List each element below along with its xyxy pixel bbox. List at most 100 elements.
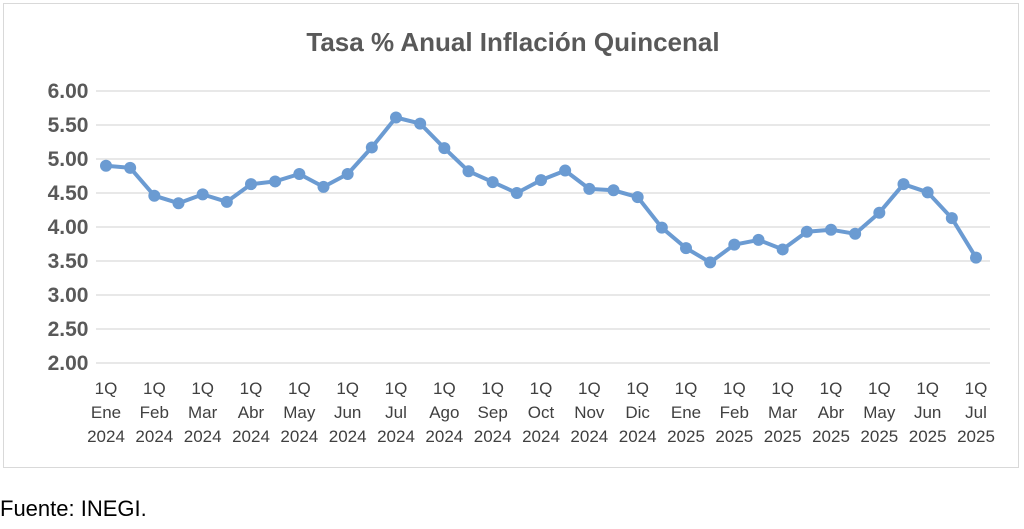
- x-tick-label-line: 2024: [425, 427, 463, 446]
- data-point: [655, 221, 668, 234]
- x-tick-label: 1Q Mar 2025: [764, 379, 802, 446]
- x-tick-label-line: Sep: [478, 403, 508, 422]
- x-tick-label-line: 1Q: [723, 379, 746, 398]
- x-tick-label-line: 1Q: [481, 379, 504, 398]
- x-tick-label-line: 2024: [570, 427, 608, 446]
- x-tick-label-line: 1Q: [965, 379, 988, 398]
- data-point: [728, 238, 741, 251]
- source-note: Fuente: INEGI.: [0, 496, 147, 521]
- x-tick-label: 1Q Ene 2024: [87, 379, 125, 446]
- x-tick-label-line: 2025: [957, 427, 995, 446]
- x-tick-label: 1Q Feb 2025: [715, 379, 753, 446]
- x-tick-label: 1Q Jun 2024: [329, 379, 367, 446]
- line-chart: Tasa % Anual Inflación Quincenal 2.00 2.5…: [48, 27, 995, 446]
- x-tick-label-line: Mar: [188, 403, 218, 422]
- x-tick-label-line: Ene: [671, 403, 701, 422]
- y-tick-label: 2.00: [48, 352, 89, 375]
- series-inflation: [100, 111, 982, 269]
- x-tick-label-line: 2025: [812, 427, 850, 446]
- x-tick-label-line: 1Q: [288, 379, 311, 398]
- x-tick-label: 1Q Abr 2024: [232, 379, 270, 446]
- data-point: [220, 195, 233, 208]
- data-point: [921, 186, 934, 199]
- x-tick-label: 1Q Jul 2025: [957, 379, 995, 446]
- x-tick-label-line: Oct: [528, 403, 555, 422]
- x-tick-label-line: Jul: [965, 403, 987, 422]
- x-tick-label: 1Q Sep 2024: [474, 379, 512, 446]
- x-tick-label-line: 2024: [280, 427, 318, 446]
- x-tick-label-line: 2025: [667, 427, 705, 446]
- data-point: [100, 159, 112, 172]
- y-tick-label: 6.00: [48, 80, 89, 103]
- x-tick-label-line: 1Q: [771, 379, 794, 398]
- x-tick-label-line: Jun: [914, 403, 941, 422]
- x-tick-label-line: 1Q: [626, 379, 649, 398]
- data-point: [897, 178, 910, 191]
- x-tick-label-line: Jul: [385, 403, 407, 422]
- data-point: [317, 180, 330, 193]
- x-tick-label: 1Q Dic 2024: [619, 379, 657, 446]
- data-point: [800, 225, 813, 238]
- data-point: [970, 251, 982, 264]
- x-tick-label: 1Q Abr 2025: [812, 379, 850, 446]
- x-tick-label-line: Abr: [818, 403, 845, 422]
- data-point: [196, 188, 209, 201]
- x-tick-label-line: 1Q: [336, 379, 359, 398]
- x-tick-label-line: 1Q: [143, 379, 166, 398]
- x-tick-label-line: 1Q: [433, 379, 456, 398]
- data-point: [414, 117, 427, 130]
- x-tick-label-line: 1Q: [578, 379, 601, 398]
- x-tick-label-line: May: [283, 403, 316, 422]
- x-tick-label-line: 1Q: [868, 379, 891, 398]
- y-axis-ticks: 2.00 2.50 3.00 3.50 4.00 4.50 5.00 5.50 6.00: [48, 80, 89, 375]
- x-tick-label-line: Feb: [720, 403, 749, 422]
- data-point: [486, 176, 499, 189]
- series-line: [105, 115, 978, 265]
- x-tick-label-line: 1Q: [385, 379, 408, 398]
- y-tick-label: 4.00: [48, 216, 89, 239]
- y-tick-label: 4.50: [48, 182, 89, 205]
- x-tick-label-line: Ene: [91, 403, 121, 422]
- y-tick-label: 5.50: [48, 114, 89, 137]
- chart-title: Tasa % Anual Inflación Quincenal: [306, 27, 719, 57]
- gridlines: [96, 90, 990, 364]
- x-tick-label-line: Nov: [574, 403, 605, 422]
- y-tick-label: 5.00: [48, 148, 89, 171]
- x-tick-label-line: 2024: [232, 427, 270, 446]
- x-tick-label-line: 2024: [329, 427, 367, 446]
- x-tick-label-line: 2025: [860, 427, 898, 446]
- x-tick-label-line: 1Q: [191, 379, 214, 398]
- x-tick-label: 1Q Nov 2024: [570, 379, 608, 446]
- x-tick-label: 1Q May 2024: [280, 379, 318, 446]
- x-tick-label: 1Q Mar 2024: [184, 379, 222, 446]
- x-tick-label-line: 2024: [474, 427, 512, 446]
- x-tick-label: 1Q Jun 2025: [909, 379, 947, 446]
- x-tick-label-line: Jun: [334, 403, 361, 422]
- data-point: [438, 142, 451, 155]
- data-point: [704, 256, 717, 269]
- x-tick-label-line: Ago: [429, 403, 459, 422]
- x-tick-label-line: May: [863, 403, 896, 422]
- data-point: [849, 227, 862, 240]
- data-point: [583, 182, 596, 195]
- data-point: [680, 242, 692, 255]
- y-tick-label: 3.00: [48, 284, 89, 307]
- x-tick-label-line: 1Q: [916, 379, 939, 398]
- data-point: [945, 212, 958, 225]
- x-tick-label-line: 2024: [135, 427, 173, 446]
- y-tick-label: 2.50: [48, 318, 89, 341]
- data-point: [825, 223, 837, 236]
- data-point: [607, 184, 620, 197]
- x-tick-label-line: 2025: [715, 427, 753, 446]
- x-tick-label: 1Q Jul 2024: [377, 379, 415, 446]
- x-tick-label-line: 2025: [909, 427, 947, 446]
- x-tick-label: 1Q May 2025: [860, 379, 898, 446]
- chart-frame: Tasa % Anual Inflación Quincenal 2.00 2.5…: [3, 3, 1019, 468]
- x-tick-label: 1Q Ene 2025: [667, 379, 705, 446]
- data-point: [462, 165, 475, 178]
- x-tick-label-line: 2024: [377, 427, 415, 446]
- x-tick-label: 1Q Oct 2024: [522, 379, 560, 446]
- data-point: [631, 191, 644, 204]
- x-axis-ticks: 1Q Ene 2024 1Q Feb 2024 1Q Mar 2024 1Q Abr 2024 1Q Ma…: [87, 379, 995, 446]
- data-point: [293, 167, 306, 180]
